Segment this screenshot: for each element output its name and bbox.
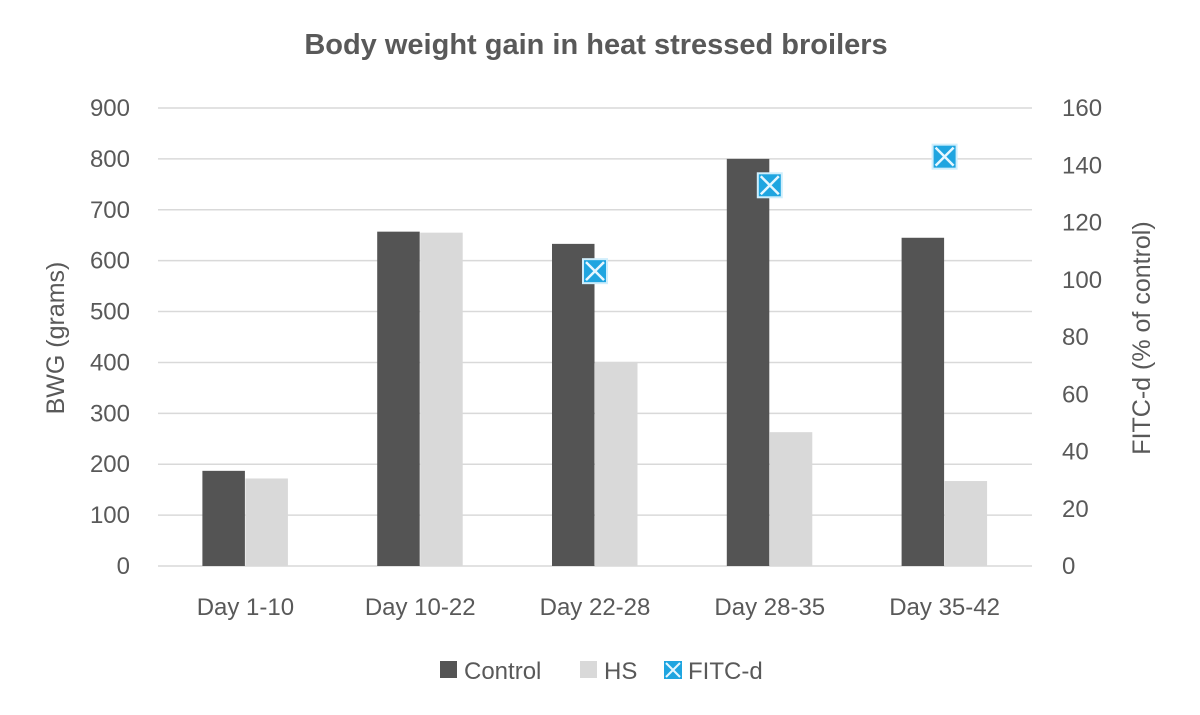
x-tick-label: Day 10-22: [365, 594, 476, 621]
legend-label: FITC-d: [688, 658, 763, 685]
y-right-tick-label: 60: [1062, 381, 1089, 408]
x-tick-label: Day 35-42: [889, 594, 1000, 621]
marker-fitc-d: [931, 143, 958, 170]
x-axis-ticks: Day 1-10 Day 10-22 Day 22-28 Day 28-35 Day 3…: [197, 594, 1000, 621]
y-tick-label: 800: [90, 146, 130, 173]
y-tick-label: 200: [90, 451, 130, 478]
y-tick-label: 400: [90, 349, 130, 376]
legend-label: Control: [464, 658, 541, 685]
y-right-tick-label: 40: [1062, 439, 1089, 466]
y-right-tick-label: 160: [1062, 95, 1102, 122]
legend-label: HS: [604, 658, 637, 685]
marker-fitc-d: [582, 258, 608, 285]
y-axis-label: BWG (grams): [42, 262, 70, 415]
y-right-tick-label: 100: [1062, 267, 1102, 294]
y-right-tick-label: 20: [1062, 496, 1089, 523]
x-tick-label: Day 1-10: [197, 594, 294, 621]
legend: Control HS FITC-d: [440, 658, 763, 685]
y-right-tick-label: 80: [1062, 324, 1089, 351]
left-axis-ticks: 0 100 200 300 400 500 600 700 800 900: [90, 95, 130, 580]
bar-hs: [944, 481, 988, 566]
y-right-tick-label: 0: [1062, 553, 1075, 580]
y-tick-label: 700: [90, 197, 130, 224]
x-tick-label: Day 28-35: [714, 594, 825, 621]
x-tick-label: Day 22-28: [540, 594, 651, 621]
y-tick-label: 900: [90, 95, 130, 122]
y-tick-label: 500: [90, 299, 130, 326]
bar-control: [901, 237, 945, 566]
marker-fitc-d: [756, 172, 783, 199]
y-axis-right-label: FITC-d (% of control): [1128, 221, 1156, 454]
bar-control: [552, 243, 595, 566]
y-right-tick-label: 120: [1062, 210, 1102, 237]
bar-hs: [420, 232, 463, 566]
y-tick-label: 0: [117, 553, 130, 580]
right-axis-ticks: 0 20 40 60 80 100 120 140 160: [1062, 95, 1102, 580]
legend-swatch-control: [440, 661, 457, 678]
bar-control: [202, 470, 245, 566]
y-right-tick-label: 140: [1062, 152, 1102, 179]
bar-control: [726, 158, 770, 566]
chart-title: Body weight gain in heat stressed broile…: [304, 29, 887, 61]
bar-hs: [245, 478, 288, 566]
fitc-markers: [582, 143, 958, 285]
y-tick-label: 100: [90, 502, 130, 529]
bar-hs: [595, 361, 638, 566]
legend-swatch-fitc-d: [664, 661, 682, 679]
bars: [202, 158, 988, 566]
legend-swatch-hs: [580, 661, 597, 678]
y-tick-label: 300: [90, 400, 130, 427]
bar-hs: [769, 432, 813, 566]
y-tick-label: 600: [90, 248, 130, 275]
bar-control: [377, 231, 420, 566]
